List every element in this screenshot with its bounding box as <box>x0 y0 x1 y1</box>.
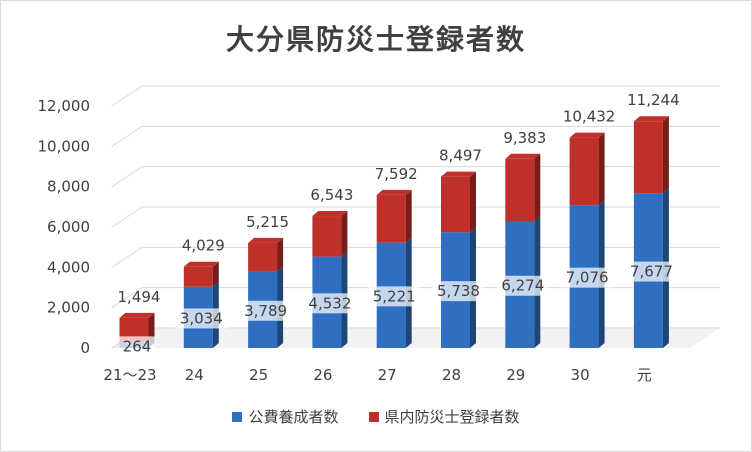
x-tick-label: 30 <box>571 366 590 384</box>
bar-registered <box>376 194 406 243</box>
x-tick-label: 25 <box>249 366 268 384</box>
bar-top <box>633 116 669 122</box>
gridline-side <box>111 287 143 309</box>
bar-registered <box>569 137 599 206</box>
data-label-public-bg <box>624 261 678 282</box>
data-label-public-bg <box>174 308 228 329</box>
data-label-total: 7,592 <box>375 165 418 183</box>
data-label-public: 4,532 <box>308 294 351 312</box>
bar-registered-side <box>148 312 155 343</box>
bar-top <box>441 171 476 177</box>
data-label-public: 7,677 <box>630 263 673 281</box>
bar-top <box>119 312 155 318</box>
y-tick-label: 10,000 <box>38 137 91 155</box>
data-label-total: 10,432 <box>563 108 616 126</box>
x-tick-label: 26 <box>313 366 332 384</box>
x-tick-label: 21～23 <box>103 366 156 384</box>
bar-top <box>569 132 605 138</box>
data-label-public: 5,221 <box>373 287 416 305</box>
y-tick-label: 8,000 <box>47 178 90 196</box>
data-label-total: 6,543 <box>310 186 353 204</box>
data-label-public: 264 <box>123 337 152 355</box>
data-label-public: 3,789 <box>244 302 287 320</box>
legend-label-registered: 県内防災士登録者数 <box>384 408 520 426</box>
x-tick-label: 24 <box>185 366 204 384</box>
legend-item-registered: 県内防災士登録者数 <box>368 406 520 427</box>
bar-registered <box>312 216 342 257</box>
data-label-public: 3,034 <box>180 309 223 327</box>
bar-registered-side <box>341 211 348 257</box>
data-label-total: 11,244 <box>627 91 680 109</box>
bar-top <box>183 261 219 267</box>
legend: 公費養成者数 県内防災士登録者数 <box>0 406 752 427</box>
bar-top <box>376 189 412 195</box>
gridline-side <box>111 206 143 228</box>
gridline-side <box>111 246 143 268</box>
y-tick-label: 12,000 <box>38 97 91 115</box>
bar-registered-side <box>598 132 605 206</box>
bar-registered <box>183 266 213 287</box>
x-tick-label: 元 <box>637 366 652 384</box>
bar-registered <box>441 176 470 233</box>
legend-swatch-registered <box>368 411 379 422</box>
data-label-public-bg <box>432 281 485 302</box>
y-tick-label: 4,000 <box>47 258 90 276</box>
data-label-public-bg <box>303 293 357 314</box>
x-tick-label: 29 <box>506 366 525 384</box>
bar-top <box>505 153 541 159</box>
data-label-total: 9,383 <box>503 129 546 147</box>
x-tick-label: 28 <box>442 366 461 384</box>
y-tick-label: 2,000 <box>47 299 90 317</box>
bar-registered-side <box>405 189 412 243</box>
bar-top <box>248 237 284 243</box>
legend-swatch-public <box>232 411 243 422</box>
bar-registered-side <box>470 171 476 233</box>
data-label-total: 8,497 <box>439 147 482 165</box>
data-label-total: 1,494 <box>118 288 161 306</box>
data-label-public: 7,076 <box>566 269 609 287</box>
legend-item-public: 公費養成者数 <box>232 406 339 427</box>
y-tick-label: 6,000 <box>47 218 90 236</box>
y-tick-label: 0 <box>80 339 90 357</box>
data-label-public-bg <box>496 275 550 296</box>
data-label-public-bg <box>367 286 421 307</box>
legend-label-public: 公費養成者数 <box>248 408 339 426</box>
bar-registered <box>248 242 278 272</box>
gridline-side <box>111 125 143 147</box>
data-label-total: 4,029 <box>182 237 225 255</box>
gridline-side <box>111 85 143 107</box>
bar-registered <box>505 158 535 222</box>
data-label-public: 6,274 <box>501 277 544 295</box>
bar-top <box>312 211 348 217</box>
data-label-public: 5,738 <box>437 282 480 300</box>
data-label-public-bg <box>560 267 614 288</box>
data-label-total: 5,215 <box>246 213 289 231</box>
data-label-public-bg <box>239 300 293 321</box>
bar-registered <box>633 121 663 194</box>
bar-registered-side <box>662 116 669 194</box>
bar-registered-side <box>534 153 541 222</box>
gridline-side <box>111 166 143 188</box>
x-tick-label: 27 <box>378 366 397 384</box>
data-label-public-bg <box>119 336 155 357</box>
chart-title: 大分県防災士登録者数 <box>225 23 526 56</box>
bar-registered-side <box>277 237 284 272</box>
bar-registered-side <box>212 261 219 287</box>
